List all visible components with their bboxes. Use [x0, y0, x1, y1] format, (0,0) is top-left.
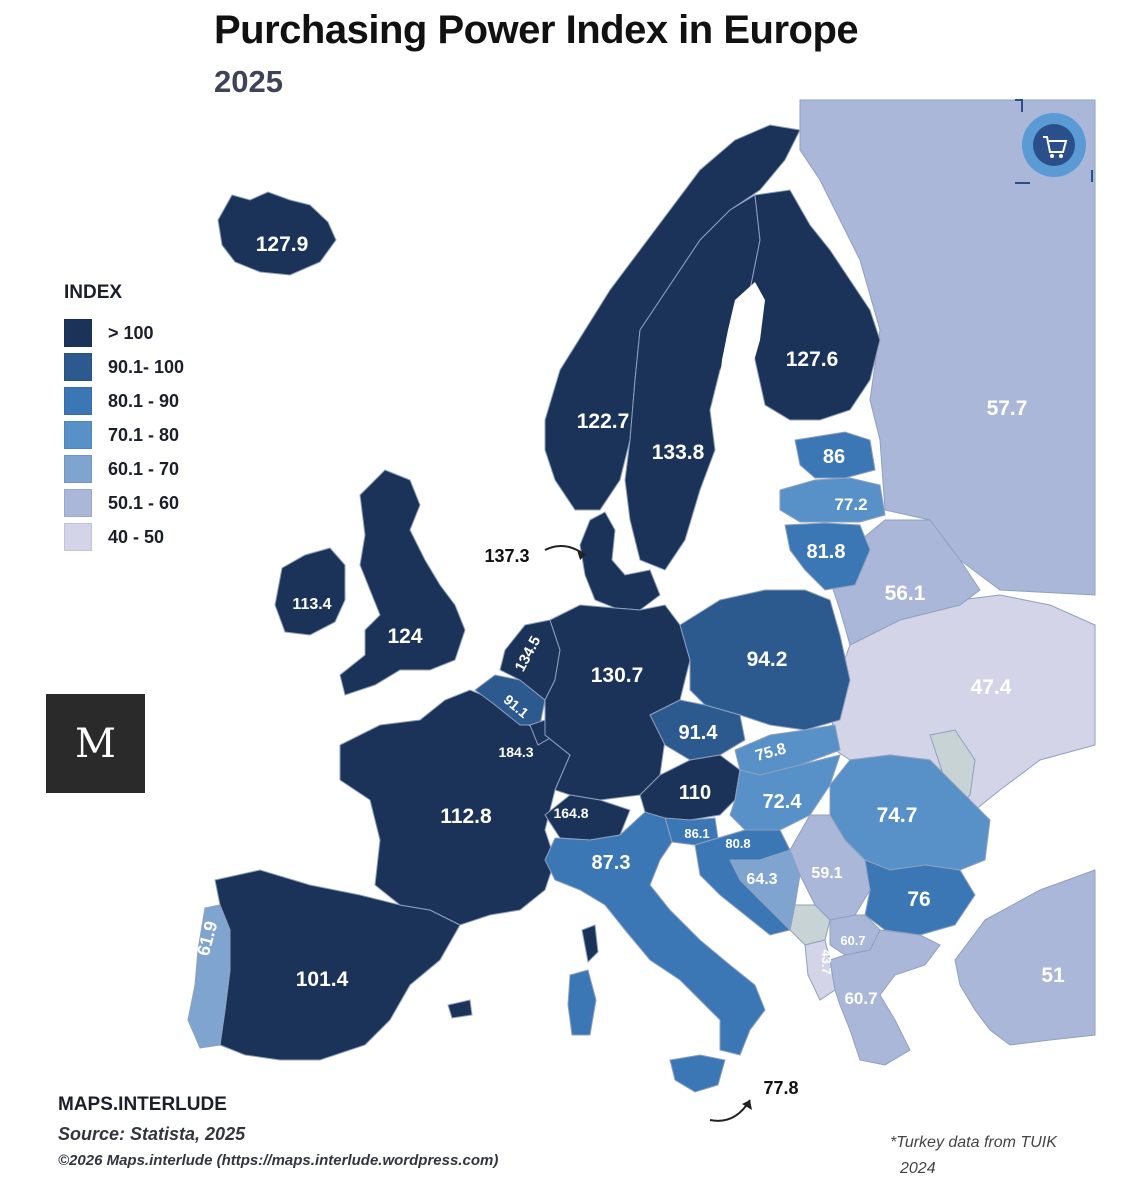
region-sweden [624, 194, 761, 571]
label-norway: 122.7 [577, 410, 630, 433]
region-latvia [779, 477, 886, 523]
region-sicily [669, 1054, 726, 1093]
legend-item: 50.1 - 60 [64, 486, 184, 520]
footer-source: Source: Statista, 2025 [58, 1124, 246, 1144]
shopping-cart-gear-icon [1015, 99, 1093, 184]
page-title: Purchasing Power Index in Europe [214, 8, 859, 52]
denmark-arrowhead [577, 550, 585, 560]
legend-title: INDEX [64, 282, 123, 303]
label-iceland: 127.9 [256, 233, 309, 256]
footer-note-line1: *Turkey data from TUIK [890, 1134, 1057, 1151]
label-denmark: 137.3 [484, 546, 529, 566]
legend-item: 70.1 - 80 [64, 418, 184, 452]
label-uk: 124 [387, 625, 422, 648]
label-germany: 130.7 [591, 664, 644, 687]
legend-item: 90.1- 100 [64, 350, 184, 384]
region-poland [679, 589, 851, 731]
region-belgium [474, 674, 546, 726]
gulf-of-bothnia [718, 282, 765, 410]
label-france: 112.8 [440, 805, 492, 828]
malta-arrowhead [742, 1100, 752, 1110]
region-portugal [187, 904, 231, 1049]
label-lithuania: 81.8 [807, 541, 846, 563]
page-subtitle: 2025 [214, 64, 283, 99]
label-finland: 127.6 [786, 348, 839, 371]
legend-swatch [64, 489, 92, 517]
footer-brand: MAPS.INTERLUDE [58, 1094, 227, 1115]
region-italy [544, 811, 766, 1056]
region-bulgaria [864, 859, 976, 936]
footer-note: *Turkey data from TUIK 2024 [890, 1130, 1080, 1182]
label-latvia: 77.2 [834, 495, 867, 514]
legend-item: 60.1 - 70 [64, 452, 184, 486]
label-italy: 87.3 [592, 852, 631, 874]
legend-swatch [64, 387, 92, 415]
legend-label: 50.1 - 60 [108, 492, 180, 513]
region-uk [339, 469, 466, 696]
label-croatia: 80.8 [725, 836, 750, 851]
region-greece [829, 929, 941, 1066]
label-czechia: 91.4 [679, 722, 719, 744]
legend-swatch [64, 353, 92, 381]
brand-logo: M [46, 694, 145, 793]
label-malta: 77.8 [763, 1078, 798, 1098]
region-ireland [274, 547, 346, 636]
region-turkey [954, 869, 1096, 1046]
legend-swatch [64, 455, 92, 483]
region-corsica [581, 924, 599, 964]
label-north-macedonia: 60.7 [840, 933, 865, 948]
label-ireland: 113.4 [292, 596, 331, 613]
label-switzerland: 164.8 [553, 805, 588, 821]
denmark-arrow [544, 545, 586, 556]
label-serbia: 59.1 [811, 865, 842, 882]
label-bosnia: 64.3 [746, 871, 777, 888]
label-greece: 60.7 [844, 989, 877, 1008]
region-russia [799, 99, 1096, 596]
legend-swatch [64, 421, 92, 449]
label-romania: 74.7 [877, 804, 918, 827]
region-balearic [447, 999, 473, 1019]
region-ukraine [829, 594, 1096, 811]
label-austria: 110 [679, 782, 711, 804]
footer-copyright: ©2026 Maps.interlude (https://maps.inter… [58, 1152, 499, 1169]
label-ukraine: 47.4 [971, 676, 1012, 699]
legend-label: 60.1 - 70 [108, 458, 180, 479]
label-poland: 94.2 [747, 648, 788, 671]
legend-label: 40 - 50 [108, 526, 165, 547]
legend-item: 80.1 - 90 [64, 384, 184, 418]
legend-label: > 100 [108, 322, 154, 343]
label-russia: 57.7 [987, 397, 1028, 420]
region-denmark [579, 511, 661, 611]
label-spain: 101.4 [296, 968, 349, 991]
label-estonia: 86 [823, 446, 845, 468]
label-slovenia: 86.1 [684, 826, 709, 841]
footer-note-line2: 2024 [900, 1160, 936, 1177]
legend: INDEX > 100 90.1- 100 80.1 - 90 70.1 - 8… [64, 282, 184, 554]
region-iceland [217, 191, 337, 276]
legend-item: 40 - 50 [64, 520, 184, 554]
legend-label: 80.1 - 90 [108, 390, 180, 411]
legend-label: 70.1 - 80 [108, 424, 180, 445]
label-turkey: 51 [1041, 964, 1065, 987]
legend-swatch [64, 319, 92, 347]
region-estonia [794, 431, 876, 479]
label-hungary: 72.4 [763, 791, 803, 813]
region-czechia [649, 699, 746, 761]
label-sweden: 133.8 [652, 441, 705, 464]
brand-logo-letter: M [75, 720, 116, 767]
label-bulgaria: 76 [907, 888, 930, 911]
legend-item: > 100 [64, 316, 184, 350]
label-albania: 43.7 [819, 949, 834, 974]
region-lithuania [784, 522, 871, 591]
legend-swatch [64, 523, 92, 551]
legend-label: 90.1- 100 [108, 356, 185, 377]
label-belarus: 56.1 [885, 582, 926, 605]
label-luxembourg: 184.3 [498, 744, 533, 760]
region-sardinia [567, 969, 597, 1036]
